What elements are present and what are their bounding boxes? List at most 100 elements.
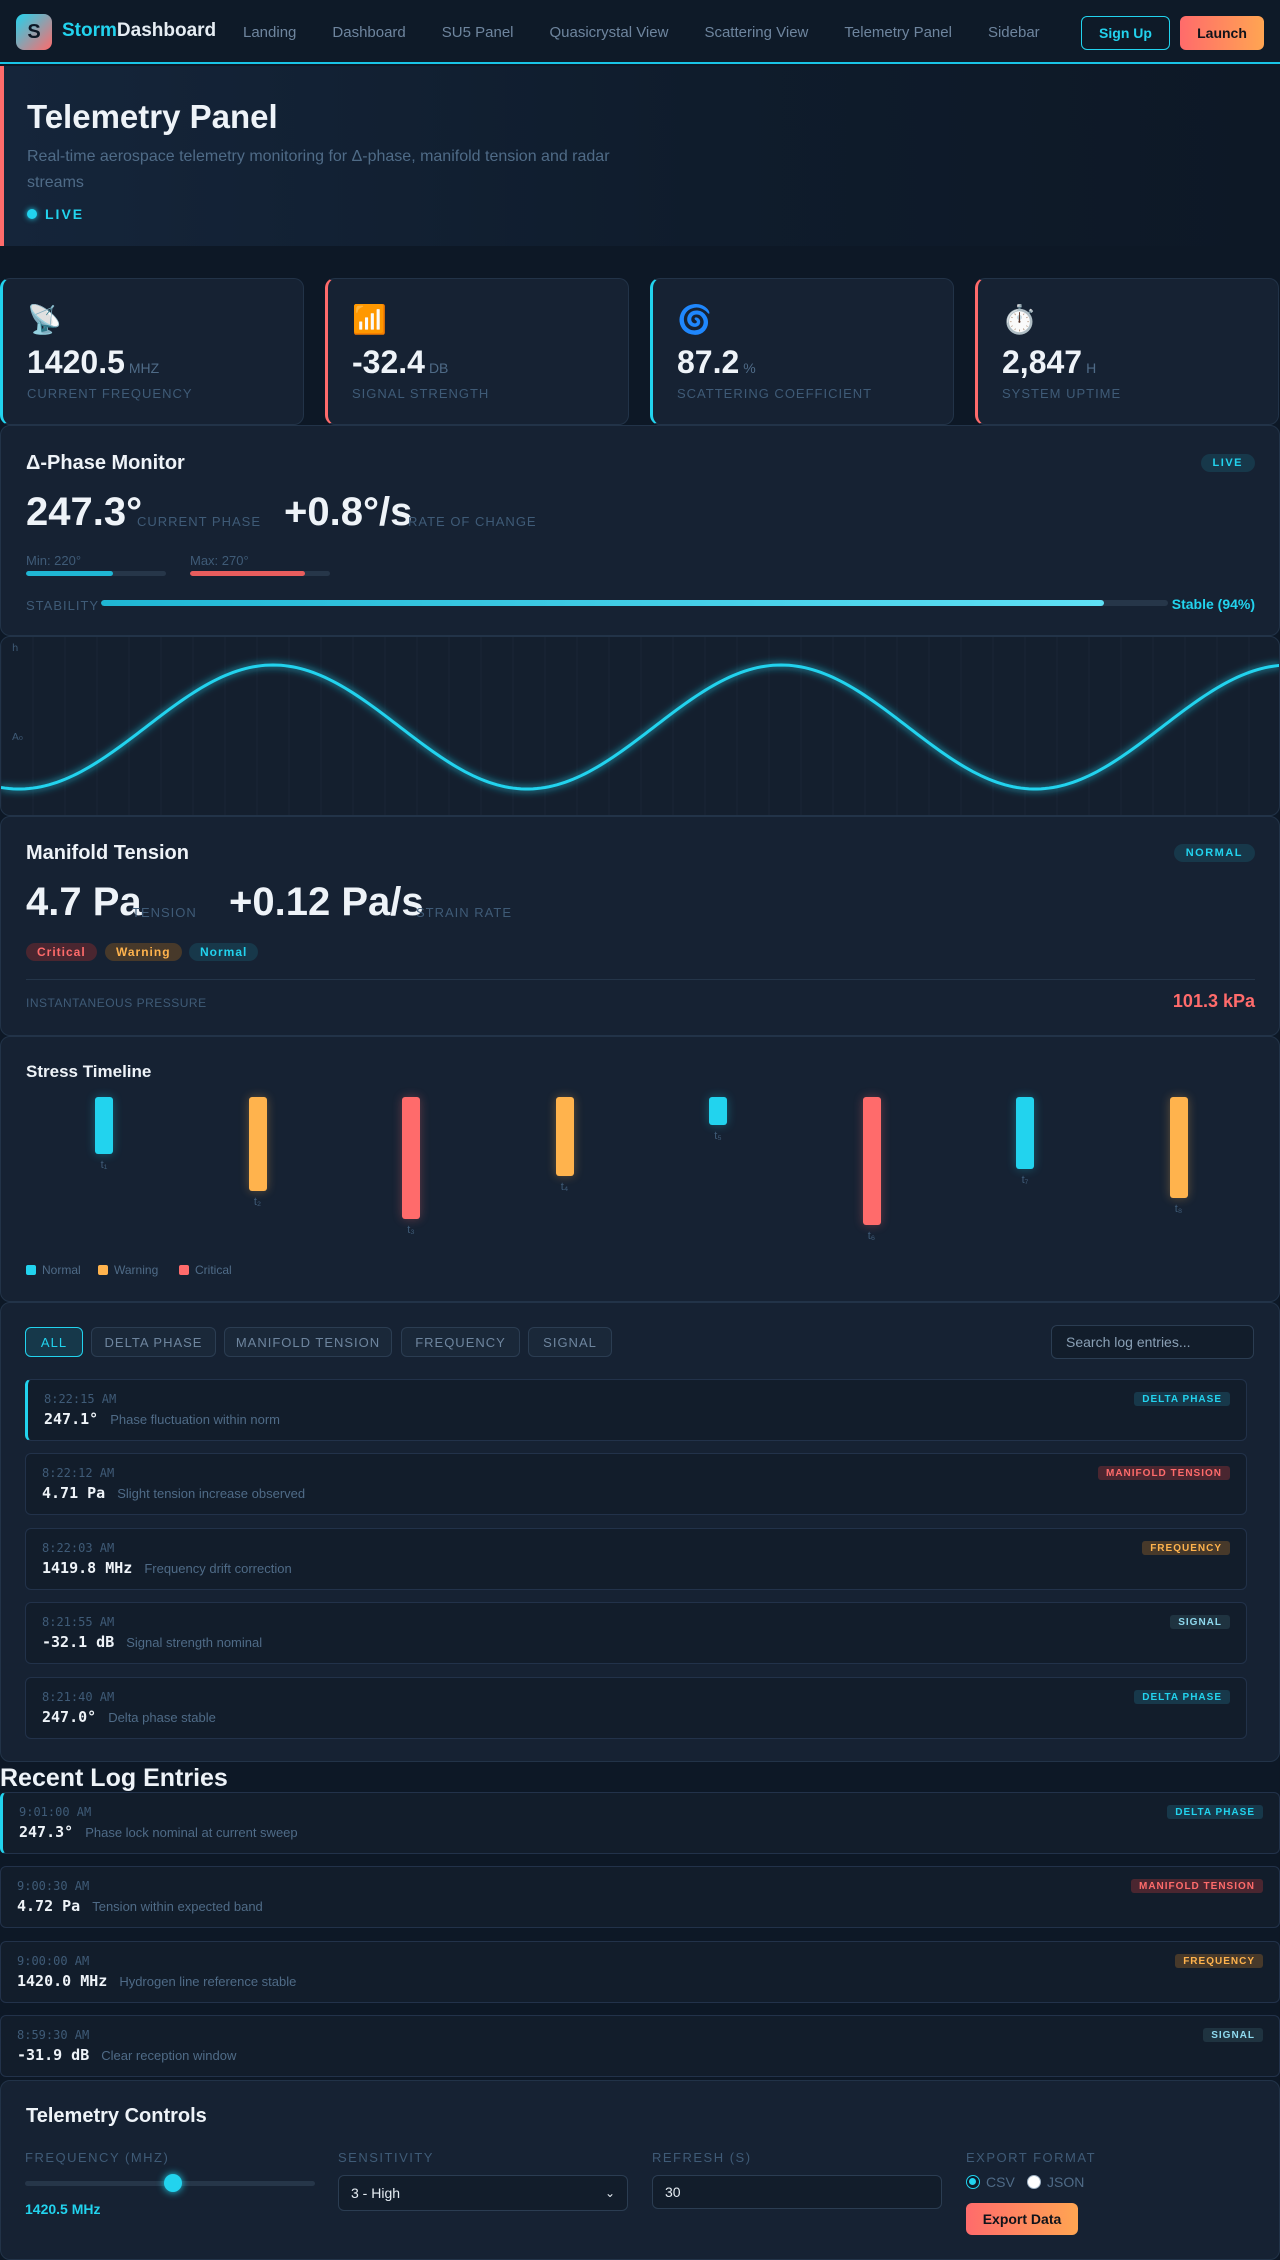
log-entry[interactable]: 8:21:40 AM 247.0° Delta phase stable DELT… <box>25 1677 1247 1739</box>
log-tag: MANIFOLD TENSION <box>1098 1466 1230 1480</box>
stat-card-frequency: 📡 1420.5 MHZ CURRENT FREQUENCY <box>0 278 304 425</box>
stability-value: Stable (94%) <box>1171 596 1255 612</box>
stat-card-uptime: ⏱️ 2,847 H SYSTEM UPTIME <box>975 278 1279 425</box>
nav-link-telemetry-panel[interactable]: Telemetry Panel <box>844 23 952 41</box>
radio-csv-label: CSV <box>986 2174 1015 2190</box>
log-entry[interactable]: 8:22:12 AM 4.71 Pa Slight tension increas… <box>25 1453 1247 1515</box>
manifold-tension-card: Manifold Tension NORMAL 4.7 Pa TENSION +… <box>0 816 1280 1036</box>
filter-frequency[interactable]: FREQUENCY <box>401 1327 520 1357</box>
legend-swatch <box>98 1265 108 1275</box>
min-phase-bar <box>26 571 166 576</box>
filter-manifold-tension[interactable]: MANIFOLD TENSION <box>224 1327 392 1357</box>
nav-link-sidebar[interactable]: Sidebar <box>987 23 1040 41</box>
log-time: 8:22:12 AM <box>42 1466 115 1480</box>
stress-bar-1[interactable] <box>95 1097 113 1155</box>
recent-log-entry[interactable]: 9:01:00 AM 247.3° Phase lock nominal at c… <box>0 1792 1280 1854</box>
log-entry[interactable]: 8:21:55 AM -32.1 dB Signal strength nomin… <box>25 1602 1247 1664</box>
filter-signal[interactable]: SIGNAL <box>528 1327 612 1357</box>
stat-value: 87.2% <box>677 344 756 381</box>
waveform-mid-label: A₀ <box>12 732 23 743</box>
live-badge: LIVE <box>1200 454 1255 472</box>
log-value-text: 247.1° <box>44 1410 99 1428</box>
nav-link-dashboard[interactable]: Dashboard <box>332 23 406 41</box>
export-data-button[interactable]: Export Data <box>966 2203 1078 2235</box>
nav-link-landing[interactable]: Landing <box>243 23 297 41</box>
stat-number: 1420.5 <box>27 344 125 380</box>
nav-link-scattering-view[interactable]: Scattering View <box>704 23 809 41</box>
stress-bar-4[interactable] <box>555 1097 574 1177</box>
waveform-top-label: h <box>12 643 18 654</box>
legend-label: Warning <box>114 1263 159 1277</box>
recent-log-entry[interactable]: 8:59:30 AM -31.9 dB Clear reception windo… <box>0 2015 1280 2077</box>
log-tag: SIGNAL <box>1170 1615 1230 1629</box>
controls-title: Telemetry Controls <box>26 2105 207 2127</box>
log-time: 8:22:15 AM <box>44 1392 117 1406</box>
log-message: Frequency drift correction <box>144 1561 292 1576</box>
log-tag: FREQUENCY <box>1175 1954 1263 1968</box>
chevron-down-icon: ⌄ <box>604 2186 615 2200</box>
stat-number: 87.2 <box>677 344 740 380</box>
sign-up-button[interactable]: Sign Up <box>1081 16 1170 50</box>
radio-csv[interactable]: CSV <box>966 2174 1015 2190</box>
satellite-dish-icon: 📡 <box>27 304 62 335</box>
signal-bars-icon: 📶 <box>352 304 387 335</box>
top-nav: S StormDashboard Landing Dashboard SU5 P… <box>0 0 1280 64</box>
stress-bar-3[interactable] <box>402 1097 420 1219</box>
log-message: Hydrogen line reference stable <box>119 1974 297 1989</box>
log-value-text: 247.0° <box>42 1708 97 1726</box>
stat-unit: % <box>743 360 756 376</box>
waveform-svg: h A₀ <box>1 637 1279 815</box>
current-phase-label: CURRENT PHASE <box>137 514 262 529</box>
refresh-input[interactable] <box>652 2175 942 2209</box>
stopwatch-icon: ⏱️ <box>1002 304 1037 335</box>
recent-log-entry[interactable]: 9:00:00 AM 1420.0 MHz Hydrogen line refer… <box>0 1941 1280 2003</box>
log-tag: FREQUENCY <box>1142 1541 1230 1555</box>
radio-json[interactable]: JSON <box>1027 2174 1084 2190</box>
frequency-slider-value: 1420.5 MHz <box>25 2201 101 2217</box>
stress-bar-8[interactable] <box>1169 1097 1188 1199</box>
radio-csv-button[interactable] <box>966 2175 980 2189</box>
log-time: 8:21:55 AM <box>42 1615 115 1629</box>
log-value-text: -32.1 dB <box>42 1633 115 1651</box>
log-value-text: 4.72 Pa <box>17 1897 81 1915</box>
sensitivity-select[interactable]: 3 - High ⌄ <box>338 2175 628 2211</box>
logo-icon[interactable]: S <box>16 14 52 50</box>
log-value-text: 247.3° <box>19 1823 74 1841</box>
filter-delta-phase[interactable]: DELTA PHASE <box>91 1327 216 1357</box>
log-search-input[interactable] <box>1051 1325 1254 1359</box>
stat-card-scattering: 🌀 87.2% SCATTERING COEFFICIENT <box>650 278 954 425</box>
log-entry[interactable]: 8:22:15 AM 247.1° Phase fluctuation withi… <box>25 1379 1247 1441</box>
nav-link-su5-panel[interactable]: SU5 Panel <box>441 23 514 41</box>
stress-bar-label: t₇ <box>1021 1173 1029 1186</box>
stress-bar-5[interactable] <box>709 1097 727 1126</box>
frequency-slider-thumb[interactable] <box>163 2174 182 2192</box>
log-tag: SIGNAL <box>1203 2028 1263 2042</box>
nav-link-quasicrystal-view[interactable]: Quasicrystal View <box>549 23 669 41</box>
stress-bar-label: t₆ <box>867 1230 876 1243</box>
critical-tag: Critical <box>26 943 97 961</box>
normal-tag: Normal <box>189 943 259 961</box>
radio-json-label: JSON <box>1047 2174 1085 2190</box>
stress-bar-2[interactable] <box>248 1097 267 1191</box>
strain-rate-label: STRAIN RATE <box>416 905 512 920</box>
strain-rate-value: +0.12 Pa/s <box>229 880 424 924</box>
log-value: 4.72 Pa Tension within expected band <box>17 1897 263 1915</box>
rate-of-change-value: +0.8°/s <box>284 490 413 534</box>
stress-bar-7[interactable] <box>1016 1097 1034 1169</box>
recent-log-entry[interactable]: 9:00:30 AM 4.72 Pa Tension within expecte… <box>0 1866 1280 1928</box>
log-value: -31.9 dB Clear reception window <box>17 2046 236 2064</box>
launch-button[interactable]: Launch <box>1180 16 1264 50</box>
stress-timeline-title: Stress Timeline <box>26 1062 152 1081</box>
sensitivity-label: SENSITIVITY <box>338 2150 434 2165</box>
stat-number: 2,847 <box>1002 344 1083 380</box>
waveform-grid <box>1 637 1250 815</box>
log-entry[interactable]: 8:22:03 AM 1419.8 MHz Frequency drift cor… <box>25 1528 1247 1590</box>
log-tag: DELTA PHASE <box>1134 1392 1230 1406</box>
stress-bar-6[interactable] <box>862 1097 881 1226</box>
radio-json-button[interactable] <box>1027 2175 1041 2189</box>
filter-all[interactable]: ALL <box>25 1327 83 1357</box>
log-time: 8:21:40 AM <box>42 1690 115 1704</box>
brand-name[interactable]: StormDashboard <box>62 20 216 42</box>
tension-value: 4.7 Pa <box>26 880 142 924</box>
log-message: Phase lock nominal at current sweep <box>85 1825 298 1840</box>
